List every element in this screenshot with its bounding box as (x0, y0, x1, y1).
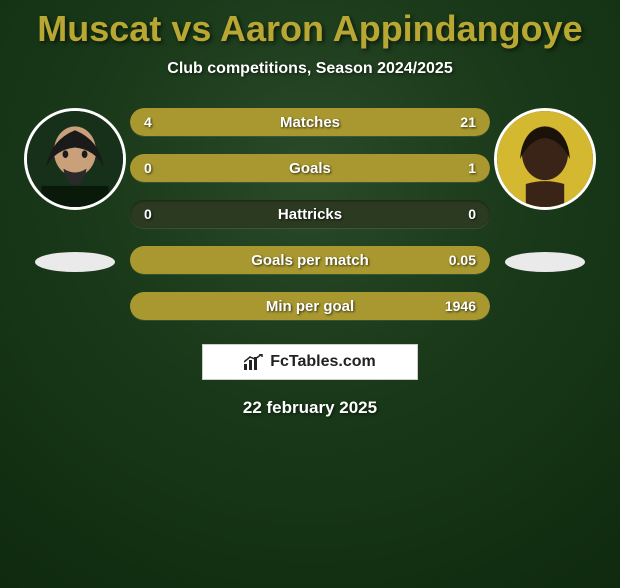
stat-right-value: 1 (468, 160, 476, 176)
chart-icon (244, 354, 264, 370)
stat-left-value: 0 (144, 160, 152, 176)
stat-right-value: 0.05 (449, 252, 476, 268)
stat-fill-left (130, 108, 188, 136)
subtitle: Club competitions, Season 2024/2025 (0, 60, 620, 78)
player-left-column (20, 108, 130, 272)
player-right-shadow (505, 252, 585, 272)
stat-row-hattricks: 0 Hattricks 0 (130, 200, 490, 228)
fctables-logo[interactable]: FcTables.com (202, 344, 418, 380)
player-left-avatar (24, 108, 126, 210)
stat-row-min-per-goal: Min per goal 1946 (130, 292, 490, 320)
stat-label: Hattricks (278, 206, 342, 223)
stat-label: Min per goal (266, 298, 354, 315)
page-title: Muscat vs Aaron Appindangoye (0, 8, 620, 50)
player-right-column (490, 108, 600, 272)
comparison-panel: 4 Matches 21 0 Goals 1 0 Hattricks 0 Goals per ma… (0, 108, 620, 320)
player-left-shadow (35, 252, 115, 272)
stat-right-value: 0 (468, 206, 476, 222)
stat-left-value: 0 (144, 206, 152, 222)
stat-row-matches: 4 Matches 21 (130, 108, 490, 136)
stat-label: Goals per match (251, 252, 369, 269)
stat-right-value: 21 (460, 114, 476, 130)
stat-label: Matches (280, 114, 340, 131)
stat-left-value: 4 (144, 114, 152, 130)
stat-row-goals: 0 Goals 1 (130, 154, 490, 182)
stat-row-goals-per-match: Goals per match 0.05 (130, 246, 490, 274)
stat-label: Goals (289, 160, 331, 177)
date-label: 22 february 2025 (0, 398, 620, 418)
player-right-avatar (494, 108, 596, 210)
stats-column: 4 Matches 21 0 Goals 1 0 Hattricks 0 Goals per ma… (130, 108, 490, 320)
logo-text: FcTables.com (270, 353, 376, 371)
stat-right-value: 1946 (445, 298, 476, 314)
